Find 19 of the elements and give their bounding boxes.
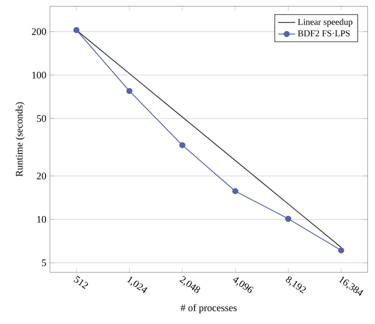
x-tick-label: 1,024: [126, 276, 148, 293]
x-tick-label: 512: [74, 276, 88, 289]
y-tick-label: 50: [37, 115, 46, 122]
legend-label: BDF2 FS·LPS: [298, 30, 350, 36]
x-axis-title: # of processes: [180, 304, 237, 314]
y-tick-label: 5: [42, 259, 46, 266]
y-axis-title: Runtime (seconds): [16, 102, 25, 176]
legend-label: Linear speedup: [298, 18, 352, 27]
y-tick-label: 20: [36, 172, 46, 180]
y-tick-label: 100: [32, 72, 46, 78]
y-tick-label: 10: [37, 216, 46, 223]
point: [285, 216, 292, 222]
y-tick-label: 200: [32, 28, 46, 35]
point: [126, 88, 132, 94]
point: [73, 26, 80, 34]
point: [338, 247, 344, 254]
point: [232, 188, 238, 194]
x-tick-label: 4,096: [232, 277, 254, 293]
point: [179, 142, 186, 148]
